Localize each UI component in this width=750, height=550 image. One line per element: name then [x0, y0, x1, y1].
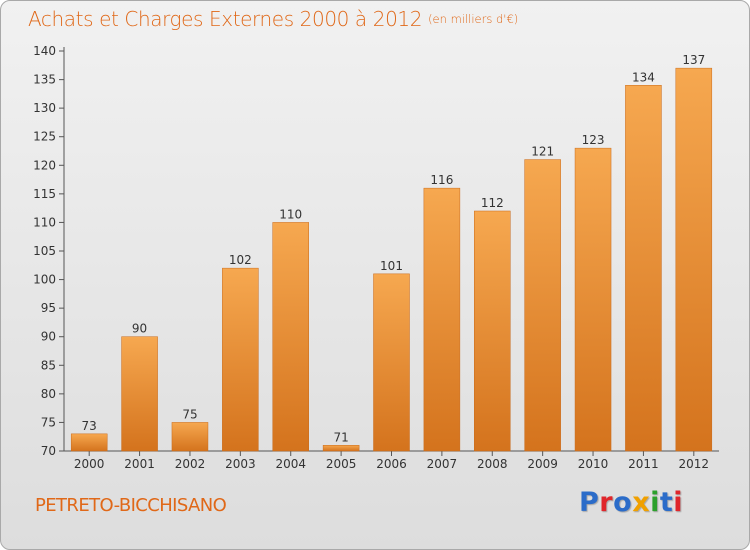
x-tick-label: 2005	[326, 457, 357, 471]
data-label: 90	[132, 322, 147, 336]
bar	[423, 187, 461, 452]
bar	[524, 159, 561, 452]
y-tick-label: 85	[41, 358, 56, 372]
brand-letter: t	[659, 487, 674, 518]
y-tick-label: 90	[41, 330, 56, 344]
y-axis: 70 75 80 85 90 95 100 105 110 115 120 125 130 135 140	[33, 44, 65, 458]
brand-letter: P	[579, 487, 600, 518]
bar	[322, 445, 360, 452]
y-tick-label: 75	[41, 415, 56, 429]
bar	[675, 67, 713, 452]
x-tick-label: 2002	[175, 457, 206, 471]
commune-name: PETRETO-BICCHISANO	[35, 495, 227, 516]
x-tick-label: 2009	[527, 457, 558, 471]
y-tick-label: 120	[33, 158, 56, 172]
brand-letter: i	[673, 487, 684, 518]
x-tick-label: 2006	[376, 457, 407, 471]
y-tick-label: 130	[33, 101, 56, 115]
brand-letter: o	[613, 487, 633, 518]
x-tick-label: 2012	[679, 457, 710, 471]
x-tick-label: 2011	[628, 457, 659, 471]
y-tick-label: 100	[33, 273, 56, 287]
bar	[625, 85, 662, 452]
data-label: 123	[582, 133, 605, 147]
y-tick-label: 110	[33, 215, 56, 229]
unit-label: (en milliers d'€)	[428, 12, 519, 26]
x-tick-label: 2004	[275, 457, 306, 471]
y-tick-label: 80	[41, 387, 56, 401]
x-tick-label: 2007	[427, 457, 458, 471]
data-label: 71	[333, 430, 348, 444]
bar	[171, 422, 209, 452]
x-tick-label: 2001	[124, 457, 155, 471]
brand-letter: r	[599, 487, 614, 518]
data-label: 116	[430, 173, 453, 187]
chart-title: Achats et Charges Externes 2000 à 2012 (e…	[28, 7, 518, 31]
bar	[373, 273, 410, 452]
y-tick-label: 95	[41, 301, 56, 315]
bar	[70, 433, 108, 452]
bars	[70, 67, 713, 452]
data-label: 112	[481, 196, 504, 210]
y-tick-label: 135	[33, 73, 56, 87]
bar	[222, 267, 259, 452]
x-axis: 2000 2001 2002 2003 2004 2005 2006 2007 2008 2009…	[64, 450, 719, 471]
data-label: 101	[380, 259, 403, 273]
data-label: 102	[229, 253, 252, 267]
data-label: 137	[682, 53, 705, 67]
bar	[474, 210, 511, 452]
y-tick-label: 125	[33, 130, 56, 144]
y-tick-label: 115	[33, 187, 56, 201]
brand-letter: i	[650, 487, 660, 518]
x-tick-label: 2003	[225, 457, 256, 471]
bar	[574, 147, 612, 452]
data-label: 121	[531, 145, 554, 159]
chart-title-text: Achats et Charges Externes 2000 à 2012	[28, 7, 423, 31]
bar	[121, 336, 158, 452]
y-tick-label: 140	[33, 44, 56, 58]
data-label: 134	[632, 70, 655, 84]
y-tick-label: 105	[33, 244, 56, 258]
data-label: 75	[182, 407, 197, 421]
x-tick-label: 2000	[74, 457, 105, 471]
data-label: 73	[82, 419, 97, 433]
brand-letter: x	[632, 487, 651, 518]
proxiti-logo: Proxiti	[579, 487, 683, 518]
x-tick-label: 2010	[578, 457, 609, 471]
data-label: 110	[279, 207, 302, 221]
data-labels: 73 90 75 102 110 71 101 116 112 121 123 134 137	[82, 53, 706, 444]
x-tick-label: 2008	[477, 457, 508, 471]
y-tick-label: 70	[41, 444, 56, 458]
bar	[272, 222, 309, 452]
